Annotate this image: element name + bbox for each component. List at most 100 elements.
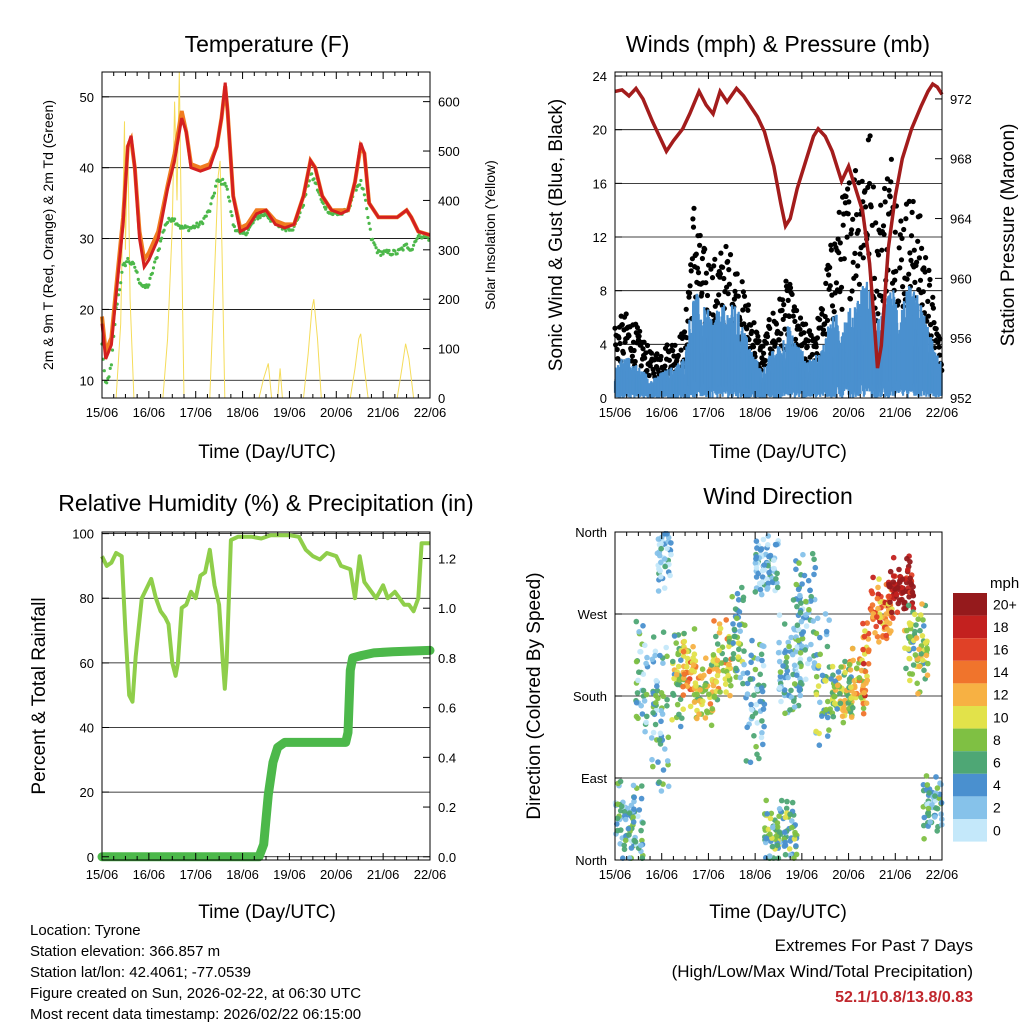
- gust-point: [819, 307, 826, 313]
- gust-point: [910, 198, 916, 205]
- legend-swatch: [953, 796, 987, 819]
- direction-point: [884, 626, 890, 632]
- legend-swatch: [953, 706, 987, 729]
- direction-point: [915, 616, 921, 622]
- dewpoint-point: [310, 172, 314, 176]
- gust-point: [863, 204, 869, 210]
- humidity-ylabel-left: Percent & Total Rainfall: [29, 597, 50, 794]
- temperature-grid: [102, 96, 430, 381]
- direction-point: [633, 618, 640, 625]
- dewpoint-point: [365, 207, 369, 211]
- direction-point: [681, 638, 688, 645]
- gust-point: [773, 321, 780, 327]
- direction-point: [650, 710, 656, 716]
- direction-point: [828, 676, 834, 682]
- gust-point: [632, 358, 638, 365]
- gust-point: [648, 350, 655, 356]
- direction-point: [874, 595, 881, 602]
- direction-point: [795, 626, 802, 633]
- direction-point: [919, 633, 926, 639]
- direction-point: [744, 680, 751, 687]
- gust-point: [620, 350, 627, 356]
- direction-point: [636, 669, 642, 675]
- direction-point: [657, 652, 663, 659]
- gust-point: [699, 255, 706, 262]
- direction-point: [799, 631, 805, 637]
- y-tick-label: 964: [950, 212, 972, 227]
- direction-point: [806, 656, 813, 662]
- dewpoint-point: [366, 215, 370, 220]
- temperature-ylabel-right: Solar Insolation (Yellow): [482, 160, 498, 310]
- direction-point: [704, 709, 711, 716]
- direction-point: [774, 824, 781, 830]
- direction-point: [907, 559, 913, 565]
- gust-point: [803, 321, 809, 327]
- direction-point: [907, 579, 913, 586]
- direction-point: [926, 790, 932, 796]
- y-tick-label: 40: [80, 161, 94, 176]
- legend-label: 6: [993, 755, 1001, 771]
- direction-point: [919, 657, 926, 663]
- direction-point: [791, 698, 797, 704]
- direction-point: [774, 570, 780, 577]
- direction-point: [640, 671, 647, 677]
- direction-point: [920, 617, 926, 623]
- direction-point: [656, 737, 663, 743]
- direction-point: [760, 536, 767, 543]
- legend-label: 18: [993, 619, 1009, 635]
- direction-title: Wind Direction: [703, 483, 853, 509]
- gust-point: [732, 288, 738, 294]
- gust-point: [898, 257, 905, 263]
- direction-point: [759, 730, 765, 736]
- direction-point: [744, 724, 750, 731]
- gust-point: [767, 325, 773, 331]
- direction-point: [890, 554, 897, 561]
- direction-point: [730, 651, 737, 657]
- gust-point: [874, 288, 880, 294]
- humidity-panel: Relative Humidity (%) & Precipitation (i…: [29, 490, 474, 923]
- y-tick-label: 80: [80, 591, 94, 606]
- direction-point: [626, 810, 633, 816]
- gust-point: [690, 224, 697, 230]
- info-latlon: Station lat/lon: 42.4061; -77.0539: [30, 964, 252, 981]
- gust-point: [745, 302, 752, 308]
- gust-point: [814, 335, 821, 341]
- solar-line: [102, 71, 430, 399]
- direction-point: [691, 699, 698, 705]
- direction-point: [690, 655, 696, 661]
- gust-point: [770, 310, 776, 316]
- dewpoint-point: [159, 239, 163, 243]
- direction-point: [764, 811, 770, 817]
- legend-label: 4: [993, 777, 1001, 793]
- direction-point: [826, 727, 832, 733]
- direction-point: [711, 693, 718, 699]
- direction-point: [639, 711, 646, 717]
- gust-point: [640, 346, 646, 352]
- direction-point: [846, 679, 852, 685]
- winds-panel: Winds (mph) & Pressure (mb) 0 4 8 12 16 20 24 9…: [546, 31, 1019, 463]
- direction-point: [895, 600, 902, 607]
- legend-label: 10: [993, 709, 1009, 725]
- direction-point: [875, 591, 882, 598]
- direction-point: [919, 601, 925, 607]
- dewpoint-point: [228, 199, 232, 203]
- wind-band: [613, 281, 943, 398]
- 9m-temp-trace: [100, 85, 431, 353]
- gust-point: [873, 220, 879, 226]
- x-tick-label: 15/06: [599, 867, 632, 882]
- direction-point: [736, 609, 743, 615]
- x-tick-label: 21/06: [367, 867, 400, 882]
- direction-point: [863, 700, 870, 706]
- direction-point: [640, 623, 646, 629]
- direction-point: [754, 686, 760, 693]
- direction-point: [837, 690, 843, 697]
- direction-point: [661, 585, 668, 591]
- direction-point: [701, 672, 707, 679]
- direction-point: [662, 563, 668, 570]
- direction-point: [656, 779, 662, 785]
- direction-point: [731, 626, 738, 633]
- temperature-panel: Temperature (F) 102030405001002003004005…: [40, 31, 498, 463]
- dewpoint-point: [185, 225, 190, 229]
- direction-point: [786, 643, 792, 650]
